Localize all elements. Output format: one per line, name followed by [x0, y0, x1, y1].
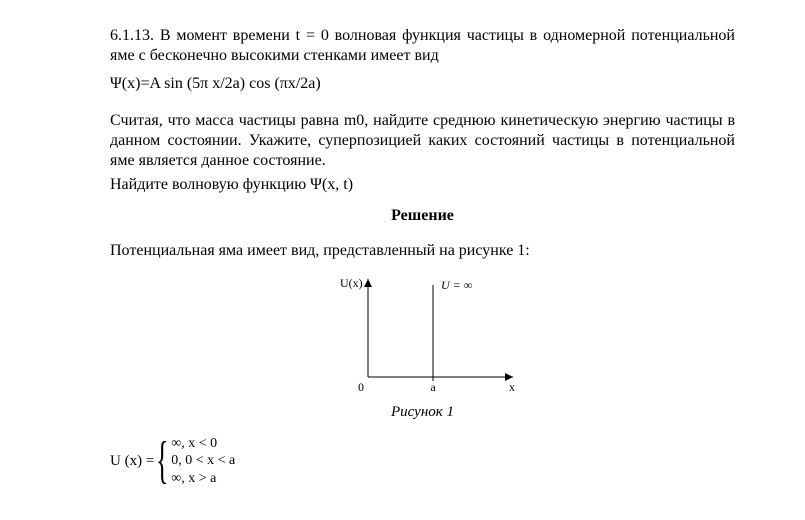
svg-text:0: 0	[358, 380, 364, 394]
problem-body-1: Считая, что масса частицы равна m0, найд…	[110, 111, 735, 171]
problem-statement-intro: 6.1.13. В момент времени t = 0 волновая …	[110, 26, 735, 66]
problem-number: 6.1.13.	[110, 27, 154, 44]
problem-intro-text: В момент времени t = 0 волновая функция …	[110, 27, 735, 64]
svg-text:U = ∞: U = ∞	[441, 278, 473, 292]
u-cases: ∞, x < 0 0, 0 < x < a ∞, x > a	[171, 435, 235, 488]
brace-icon: {	[156, 435, 168, 487]
solution-heading: Решение	[110, 207, 735, 225]
potential-well-svg: U(x) U = ∞ x 0 a	[323, 267, 523, 397]
problem-body-2: Найдите волновую функцию Ψ(x, t)	[110, 175, 735, 195]
u-case-2: 0, 0 < x < a	[171, 452, 235, 470]
u-case-1: ∞, x < 0	[171, 435, 235, 453]
u-case-3: ∞, x > a	[171, 470, 235, 488]
svg-text:a: a	[430, 380, 436, 394]
page: 6.1.13. В момент времени t = 0 волновая …	[0, 0, 805, 520]
svg-text:x: x	[509, 380, 515, 394]
u-of-x-definition: U (x) = { ∞, x < 0 0, 0 < x < a ∞, x > a	[110, 435, 735, 488]
u-lhs: U (x) =	[110, 453, 154, 470]
figure-caption: Рисунок 1	[110, 404, 735, 421]
initial-wave-function-formula: Ψ(x)=A sin (5π x/2a) cos (πx/2a)	[110, 74, 735, 95]
svg-text:U(x): U(x)	[340, 276, 363, 290]
solution-line-1: Потенциальная яма имеет вид, представлен…	[110, 241, 735, 261]
figure-1: U(x) U = ∞ x 0 a Рисунок 1	[110, 267, 735, 421]
